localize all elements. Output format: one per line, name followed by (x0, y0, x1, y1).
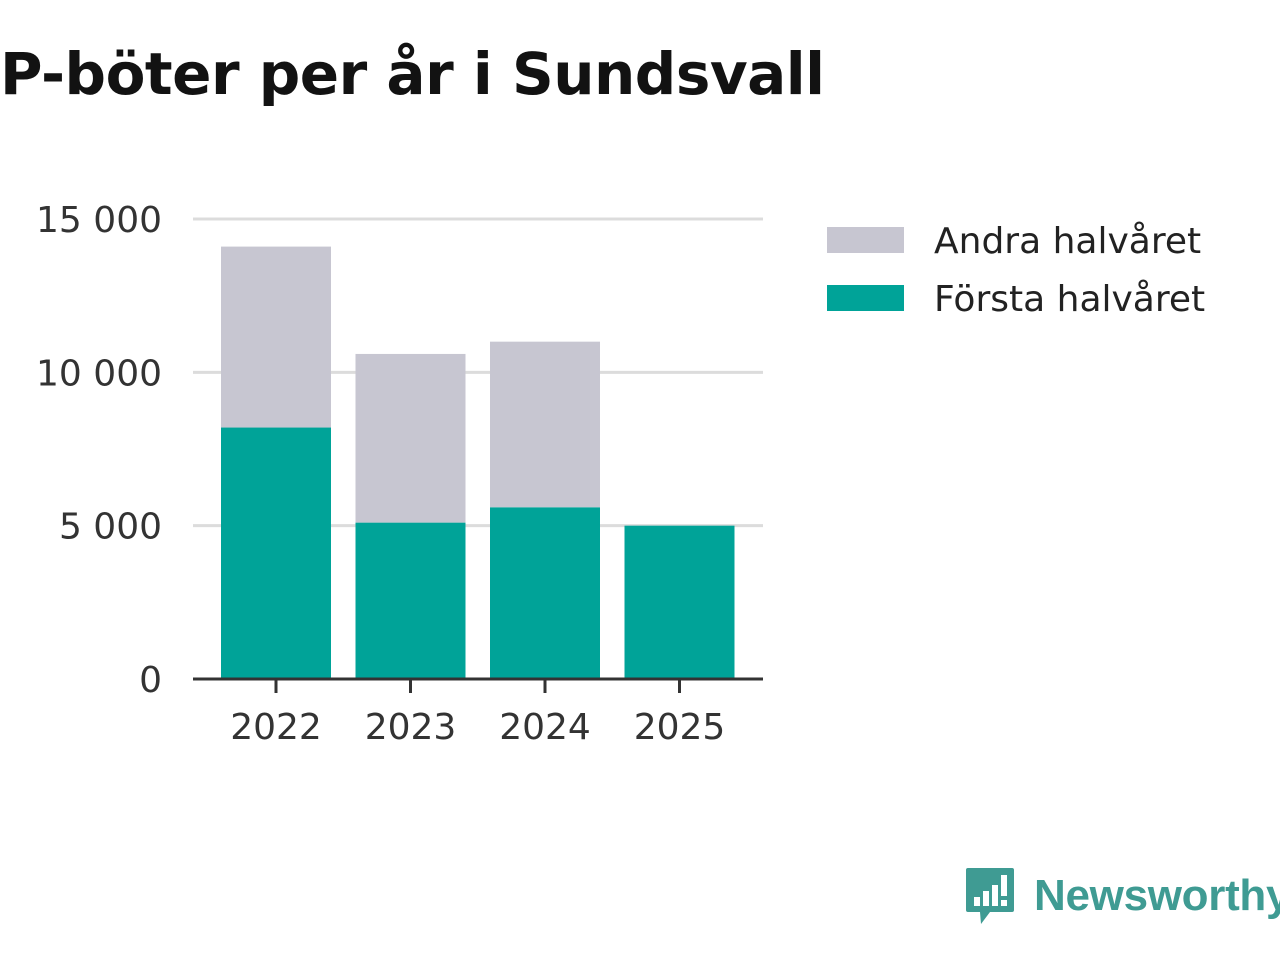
x-tick-label: 2025 (634, 707, 726, 748)
bars (221, 246, 735, 679)
y-tick-label: 10 000 (36, 353, 162, 394)
y-tick-label: 15 000 (36, 200, 162, 241)
bar-2025-forsta (624, 525, 735, 679)
y-tick-label: 0 (139, 660, 162, 701)
legend-label: Första halvåret (934, 279, 1205, 320)
legend-label: Andra halvåret (934, 221, 1201, 262)
x-tick-label: 2024 (499, 707, 591, 748)
y-tick-label: 5 000 (59, 507, 162, 548)
bar-2022-andra (221, 246, 331, 428)
bar-2024-forsta (490, 507, 600, 679)
axes: 0 5 000 10 000 15 000 2022 2023 2024 2025 (36, 200, 763, 748)
bar-2022-forsta (221, 427, 331, 679)
x-tick-label: 2022 (230, 707, 322, 748)
x-tick-label: 2023 (365, 707, 457, 748)
newsworthy-logo-icon (966, 868, 1014, 924)
chart-title: P-böter per år i Sundsvall (0, 40, 825, 108)
legend-swatch (827, 227, 904, 253)
bar-2023-andra (355, 353, 466, 523)
bar-2023-forsta (355, 522, 466, 679)
legend-swatch (827, 285, 904, 311)
legend: Andra halvåret Första halvåret (827, 221, 1205, 320)
newsworthy-logo-text: Newsworthy (1034, 871, 1280, 920)
bar-2024-andra (490, 341, 600, 508)
newsworthy-logo: Newsworthy (964, 866, 1280, 926)
